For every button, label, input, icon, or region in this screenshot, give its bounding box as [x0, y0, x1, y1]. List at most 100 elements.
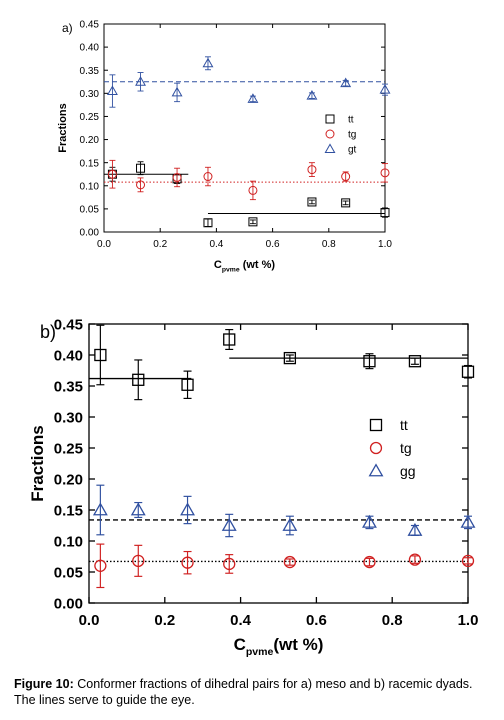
data-point-tt — [283, 351, 297, 365]
data-point-tt — [341, 198, 351, 208]
y-tick-label: 0.05 — [54, 564, 83, 581]
data-point-tg — [132, 554, 145, 567]
data-point-tt — [363, 355, 376, 368]
data-point-tt — [136, 163, 146, 173]
legend: tt tg gg — [368, 417, 416, 479]
data-point-gg — [180, 502, 195, 516]
data-point-gg — [362, 514, 377, 528]
legend-label-tt: tt — [400, 417, 408, 433]
y-tick-label: 0.15 — [80, 158, 100, 169]
y-tick-label: 0.00 — [54, 595, 83, 612]
data-point-gt — [247, 93, 259, 103]
y-tick-label: 0.30 — [54, 409, 83, 426]
series-tt — [94, 324, 475, 401]
y-tick-label: 0.35 — [54, 378, 83, 395]
legend-marker-tg — [369, 441, 383, 455]
panel-label: b) — [40, 322, 56, 342]
x-tick-label: 1.0 — [458, 612, 479, 629]
x-tick-label: 0.0 — [97, 239, 111, 250]
series-tg — [94, 543, 475, 589]
y-tick-label: 0.40 — [54, 347, 83, 364]
y-tick-label: 0.25 — [80, 112, 100, 123]
data-point-tg — [223, 557, 236, 571]
data-point-gg — [221, 517, 237, 531]
data-point-gg — [460, 514, 476, 528]
x-tick-label: 0.4 — [230, 612, 252, 629]
data-point-tg — [94, 559, 107, 572]
data-point-tg — [363, 555, 376, 569]
y-axis-label: Fractions — [28, 425, 47, 502]
data-point-tt — [408, 355, 422, 368]
legend-label-tg: tg — [400, 440, 412, 456]
chart-b: 0.00 0.05 0.10 0.15 0.20 0.25 0.30 0.35 0.40 0.45… — [28, 316, 479, 658]
legend-marker-gg — [368, 463, 384, 477]
data-point-tg — [461, 554, 475, 567]
y-tick-label: 0.45 — [54, 316, 83, 333]
data-point-gt — [171, 86, 183, 97]
caption-text: Conformer fractions of dihedral pairs fo… — [14, 677, 473, 707]
data-point-tt — [307, 197, 317, 207]
y-tick-label: 0.30 — [80, 89, 100, 100]
data-point-tg — [203, 172, 213, 182]
y-tick-label: 0.05 — [80, 204, 100, 215]
data-point-tt — [181, 378, 194, 391]
y-axis-label: Fractions — [57, 103, 69, 153]
legend-marker-gt — [324, 143, 336, 153]
caption-label: Figure 10: — [14, 677, 74, 691]
x-tick-label: 0.6 — [306, 612, 327, 629]
y-tick-label: 0.45 — [80, 20, 100, 31]
data-point-gt — [106, 85, 118, 95]
data-point-gt — [135, 76, 146, 86]
series-tg — [107, 159, 390, 201]
data-point-tg — [341, 172, 351, 182]
data-point-tt — [248, 217, 258, 227]
data-point-gt — [306, 90, 318, 100]
data-point-tg — [136, 180, 146, 190]
data-point-tg — [107, 169, 117, 179]
data-point-tg — [172, 172, 182, 182]
data-point-tg — [181, 556, 194, 569]
legend: tt tg gt — [324, 114, 357, 156]
legend-label-tg: tg — [348, 130, 356, 141]
y-tick-label: 0.35 — [80, 66, 100, 77]
data-point-gt — [379, 84, 391, 94]
y-tick-label: 0.15 — [54, 502, 83, 519]
data-point-gt — [202, 57, 214, 68]
x-tick-label: 0.6 — [266, 239, 280, 250]
data-point-tt — [223, 333, 236, 346]
x-axis-label: Cpvme(wt %) — [234, 635, 324, 658]
data-point-gg — [92, 502, 108, 516]
y-tick-label: 0.00 — [80, 228, 100, 239]
data-point-tt — [461, 365, 475, 378]
x-tick-label: 0.8 — [322, 239, 336, 250]
y-tick-label: 0.20 — [80, 135, 100, 146]
plot-frame — [88, 323, 469, 604]
data-point-tt — [132, 373, 145, 386]
data-point-gt — [340, 77, 352, 88]
data-point-tg — [307, 165, 317, 175]
legend-label-gt: gt — [348, 145, 357, 156]
x-tick-label: 1.0 — [378, 239, 392, 250]
data-point-tt — [94, 348, 107, 362]
data-point-tg — [248, 185, 258, 195]
x-axis-label: Cpvme (wt %) — [214, 259, 276, 273]
x-tick-label: 0.0 — [79, 612, 100, 629]
series-gg — [92, 484, 476, 538]
series-gt — [106, 56, 391, 108]
data-point-tg — [283, 555, 297, 569]
x-tick-label: 0.2 — [154, 612, 175, 629]
figure-caption: Figure 10: Conformer fractions of dihedr… — [14, 676, 494, 708]
data-point-tt — [203, 218, 213, 228]
data-point-gg — [407, 522, 423, 536]
y-tick-label: 0.10 — [54, 533, 83, 550]
data-point-gg — [130, 502, 146, 516]
data-point-gg — [282, 517, 298, 531]
y-tick-label: 0.25 — [54, 440, 83, 457]
x-tick-label: 0.4 — [209, 239, 223, 250]
x-tick-label: 0.2 — [153, 239, 167, 250]
legend-marker-tt — [325, 114, 335, 124]
y-tick-label: 0.10 — [80, 181, 100, 192]
x-tick-label: 0.8 — [382, 612, 403, 629]
data-point-tt — [380, 208, 390, 218]
panel-label: a) — [62, 21, 73, 35]
